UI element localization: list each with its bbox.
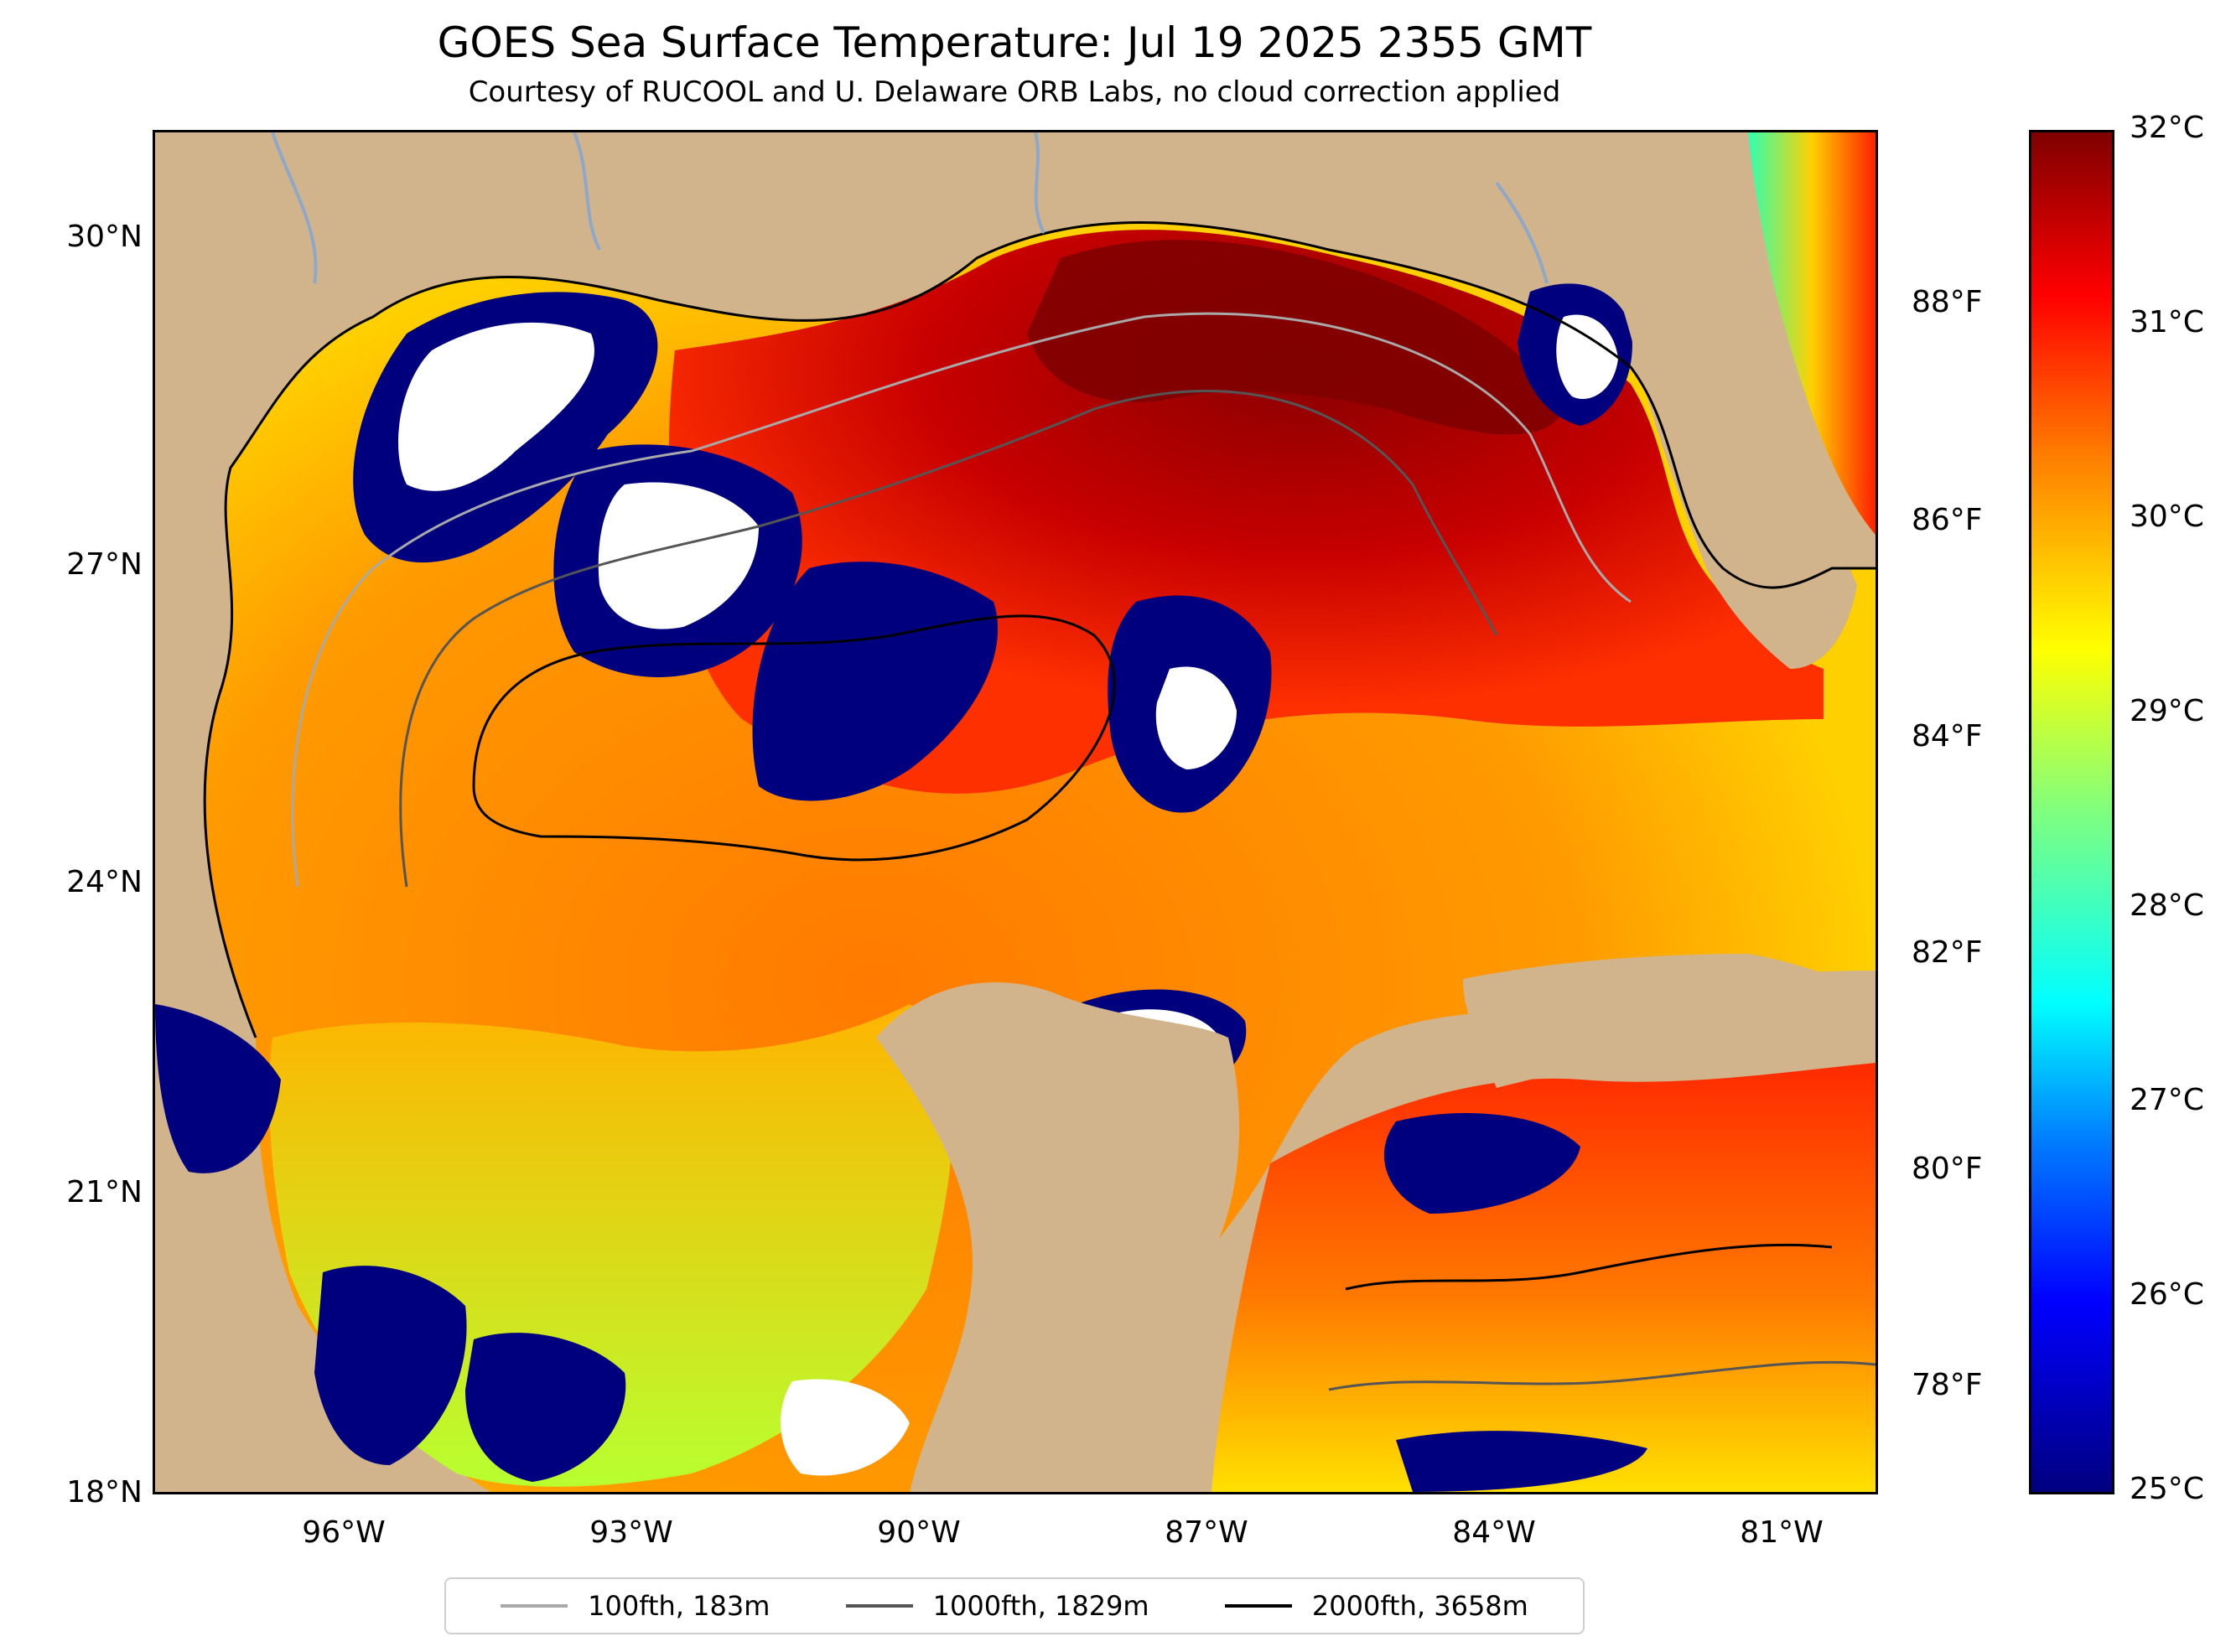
legend-label: 100fth, 183m	[588, 1590, 770, 1622]
legend-line-icon	[845, 1604, 913, 1608]
sst-map	[155, 132, 1876, 1492]
contours	[291, 312, 1876, 1391]
atlantic-water	[1748, 132, 1876, 535]
f-label-82: 82°F	[1912, 935, 1983, 970]
lon-label-84: 84°W	[1452, 1515, 1536, 1550]
coastline	[203, 221, 1876, 1038]
ne-gulf-core	[1027, 240, 1564, 435]
f-label-88: 88°F	[1912, 285, 1983, 319]
lon-label-96: 96°W	[302, 1515, 386, 1550]
florida-land	[1580, 132, 1857, 669]
map-panel	[153, 130, 1878, 1494]
legend-label: 2000fth, 3658m	[1311, 1590, 1528, 1622]
legend-line-icon	[501, 1604, 568, 1608]
yucatan-land	[876, 982, 1240, 1492]
lat-label-30: 30°N	[66, 220, 143, 254]
map-subtitle: Courtesy of RUCOOL and U. Delaware ORB L…	[468, 75, 1561, 109]
lon-label-87: 87°W	[1165, 1515, 1248, 1550]
lon-label-81: 81°W	[1740, 1515, 1824, 1550]
f-label-80: 80°F	[1912, 1152, 1983, 1186]
lat-label-27: 27°N	[66, 547, 143, 582]
c-label-31: 31°C	[2130, 305, 2204, 339]
colorbar	[2029, 130, 2114, 1494]
f-label-78: 78°F	[1912, 1368, 1983, 1402]
c-label-32: 32°C	[2130, 111, 2204, 145]
legend-line-icon	[1224, 1604, 1292, 1608]
c-label-30: 30°C	[2130, 500, 2204, 534]
c-label-29: 29°C	[2130, 694, 2204, 728]
lat-label-18: 18°N	[66, 1475, 143, 1510]
f-label-86: 86°F	[1912, 503, 1983, 537]
cuba-land	[1463, 954, 1876, 1088]
c-label-25: 25°C	[2130, 1472, 2204, 1506]
lat-label-21: 21°N	[66, 1175, 143, 1209]
map-title: GOES Sea Surface Temperature: Jul 19 202…	[437, 18, 1592, 67]
legend-item-1000fth: 1000fth, 1829m	[845, 1590, 1149, 1622]
rivers	[271, 132, 1549, 284]
c-label-27: 27°C	[2130, 1083, 2204, 1117]
contour-legend: 100fth, 183m 1000fth, 1829m 2000fth, 365…	[444, 1577, 1585, 1634]
f-label-84: 84°F	[1912, 719, 1983, 753]
c-label-26: 26°C	[2130, 1277, 2204, 1312]
legend-item-2000fth: 2000fth, 3658m	[1224, 1590, 1528, 1622]
lat-label-24: 24°N	[66, 865, 143, 899]
lon-label-93: 93°W	[589, 1515, 673, 1550]
legend-label: 1000fth, 1829m	[932, 1590, 1149, 1622]
c-label-28: 28°C	[2130, 888, 2204, 923]
lon-label-90: 90°W	[877, 1515, 961, 1550]
legend-item-100fth: 100fth, 183m	[501, 1590, 770, 1622]
